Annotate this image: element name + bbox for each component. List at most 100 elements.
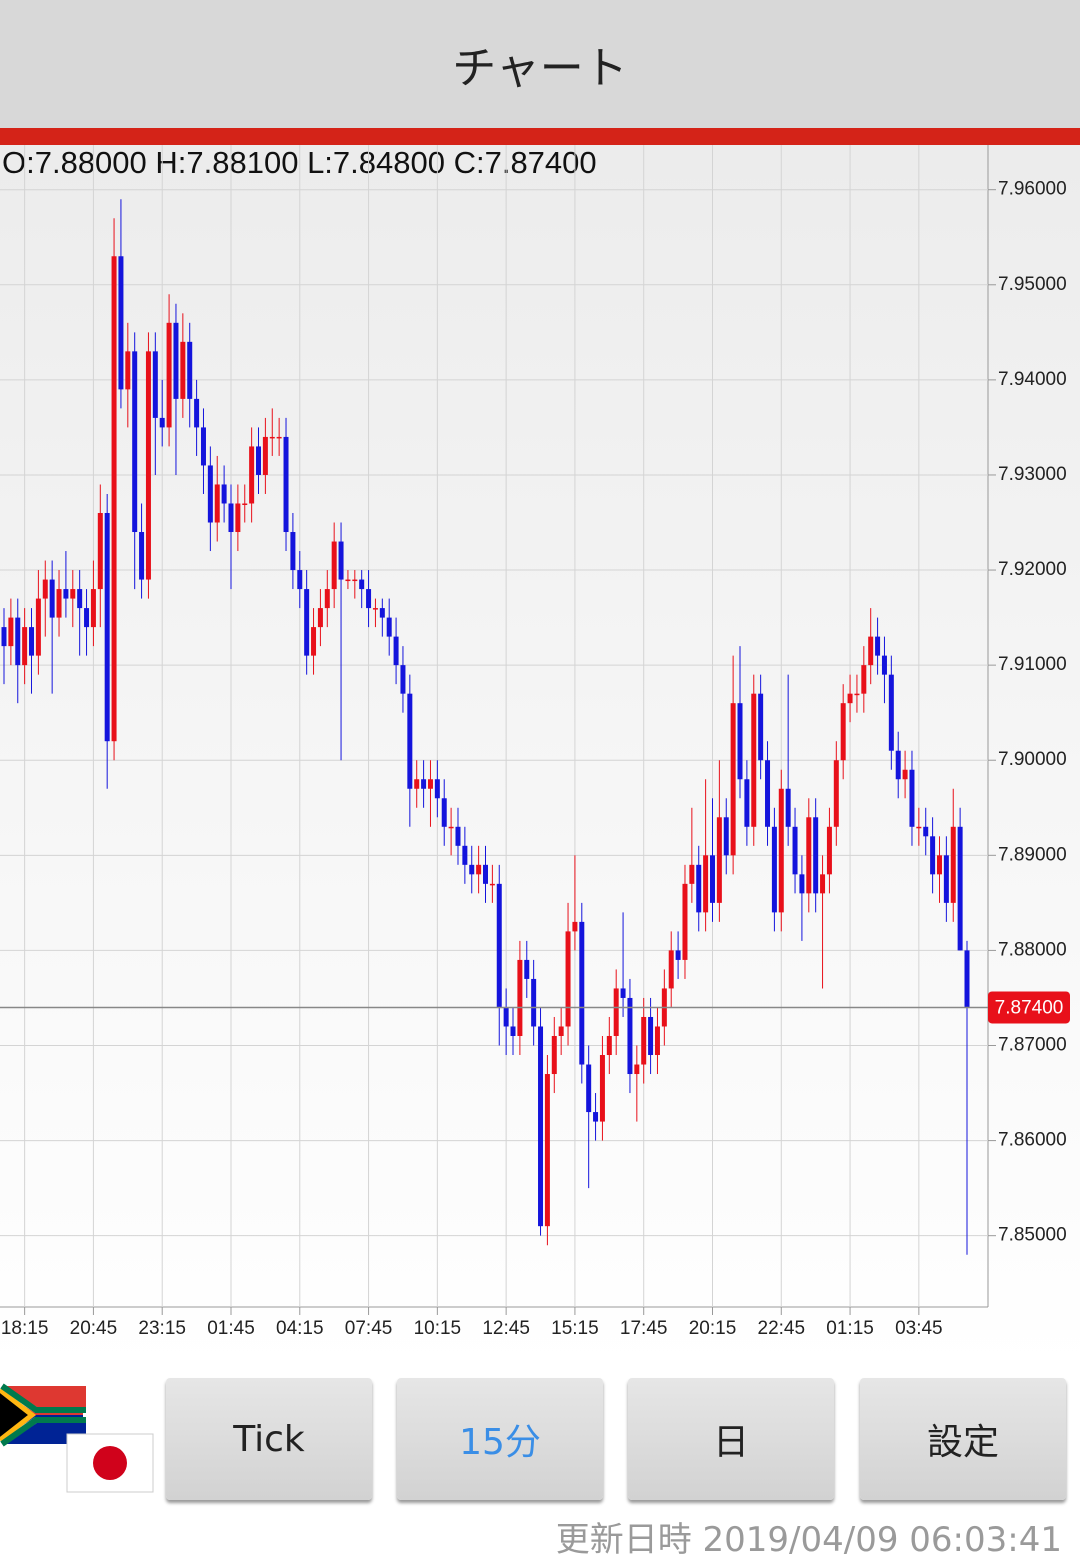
candle-body	[214, 484, 220, 523]
candle-body	[950, 826, 956, 903]
candle-body	[207, 465, 213, 523]
candle-body	[696, 864, 702, 913]
candle-body	[826, 826, 832, 875]
candle-body	[709, 855, 715, 903]
candle-body	[269, 436, 275, 439]
candle-body	[579, 921, 585, 1065]
x-tick-label: 22:45	[758, 1318, 806, 1339]
candle-body	[8, 617, 14, 647]
candle-body	[311, 627, 317, 656]
candle-body	[111, 256, 117, 742]
candle-body	[63, 589, 69, 599]
x-tick-label: 20:45	[70, 1318, 118, 1339]
header-bar	[0, 128, 1080, 145]
candle-body	[916, 826, 922, 829]
candle-body	[338, 541, 344, 580]
chart: O:7.88000 H:7.88100 L:7.84800 C:7.87400 …	[0, 145, 1080, 1370]
currency-flags	[0, 1383, 154, 1493]
15min-button[interactable]: 15分	[397, 1378, 603, 1500]
candle-body	[682, 883, 688, 960]
candle-body	[276, 436, 282, 439]
candle-body	[159, 417, 165, 428]
candle-body	[42, 579, 48, 599]
candle-body	[359, 579, 365, 590]
candle-body	[792, 826, 798, 875]
candle-body	[49, 579, 55, 618]
candle-body	[297, 570, 303, 590]
candle-body	[200, 427, 206, 466]
candle-body	[868, 636, 874, 666]
y-tick-label: 7.88000	[998, 939, 1067, 960]
candle-body	[455, 826, 461, 846]
candle-body	[723, 817, 729, 856]
candle-body	[503, 1007, 509, 1027]
candle-body	[139, 532, 145, 580]
candle-body	[379, 608, 385, 618]
x-tick-label: 12:45	[482, 1318, 530, 1339]
candle-body	[400, 665, 406, 694]
candle-body	[15, 617, 21, 666]
candle-body	[228, 503, 234, 533]
y-tick-label: 7.95000	[998, 274, 1067, 295]
candle-body	[77, 589, 83, 609]
candle-body	[751, 693, 757, 827]
x-tick-label: 15:15	[551, 1318, 599, 1339]
y-tick-label: 7.94000	[998, 369, 1067, 390]
candle-body	[923, 826, 929, 837]
candle-body	[145, 351, 151, 580]
candle-body	[606, 1035, 612, 1056]
candle-body	[875, 636, 881, 656]
candle-body	[689, 864, 695, 884]
y-tick-label: 7.93000	[998, 464, 1067, 485]
candle-body	[909, 769, 915, 827]
candle-body	[813, 817, 819, 894]
y-tick-label: 7.90000	[998, 749, 1067, 770]
candle-body	[599, 1055, 605, 1122]
candle-body	[634, 1064, 640, 1075]
day-button[interactable]: 日	[628, 1378, 834, 1500]
candle-body	[964, 950, 970, 1008]
candle-body	[125, 351, 131, 390]
candle-body	[538, 1026, 544, 1227]
candle-body	[668, 950, 674, 989]
candle-body	[262, 436, 268, 475]
candle-body	[1, 627, 7, 647]
candle-body	[256, 446, 262, 475]
candle-body	[283, 436, 289, 533]
candle-body	[29, 627, 35, 656]
candle-body	[840, 703, 846, 761]
candle-body	[544, 1074, 550, 1227]
settings-button[interactable]: 設定	[860, 1378, 1066, 1500]
candle-body	[572, 921, 578, 932]
candle-body	[166, 322, 172, 428]
candle-body	[324, 589, 330, 609]
candle-body	[366, 589, 372, 609]
candle-body	[847, 693, 853, 704]
candle-body	[84, 608, 90, 628]
candle-body	[352, 579, 358, 582]
x-tick-label: 07:45	[345, 1318, 393, 1339]
x-tick-label: 10:15	[414, 1318, 462, 1339]
candle-body	[936, 855, 942, 875]
candle-body	[799, 874, 805, 894]
last-price-label: 7.87400	[995, 997, 1064, 1018]
candle-body	[627, 997, 633, 1075]
y-tick-label: 7.92000	[998, 559, 1067, 580]
candle-body	[531, 978, 537, 1027]
candle-body	[888, 674, 894, 751]
candle-body	[558, 1026, 564, 1036]
candle-body	[372, 608, 378, 610]
candle-body	[620, 988, 626, 998]
candle-body	[235, 503, 241, 533]
y-tick-label: 7.85000	[998, 1225, 1067, 1246]
candle-body	[613, 988, 619, 1036]
candle-body	[70, 589, 76, 599]
candle-body	[393, 636, 399, 666]
tick-button[interactable]: Tick	[166, 1378, 372, 1500]
candle-body	[771, 826, 777, 913]
candle-body	[641, 1016, 647, 1065]
candle-body	[489, 883, 495, 886]
candle-body	[290, 532, 296, 571]
x-tick-label: 03:45	[895, 1318, 943, 1339]
